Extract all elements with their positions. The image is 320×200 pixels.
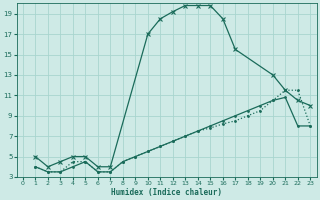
X-axis label: Humidex (Indice chaleur): Humidex (Indice chaleur) xyxy=(111,188,222,197)
